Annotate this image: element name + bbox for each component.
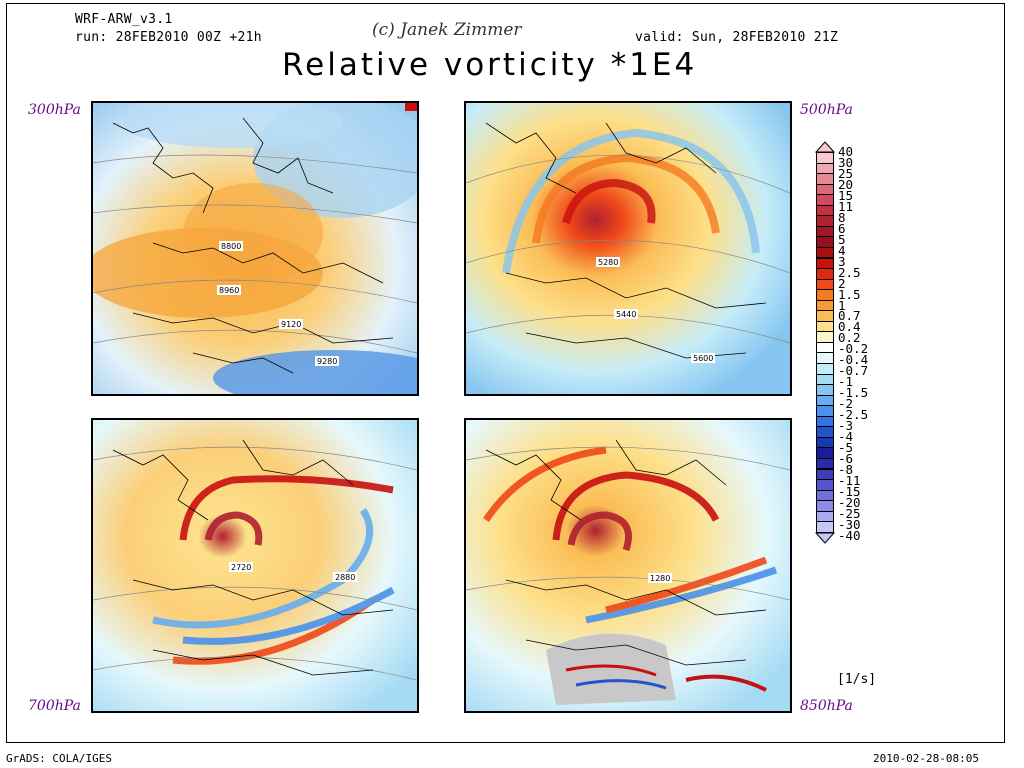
- colorbar-label: 30: [838, 154, 854, 170]
- map-panel-300hpa: 8800 8960 9120 9280: [91, 101, 419, 396]
- valid-time-label: valid: Sun, 28FEB2010 21Z: [635, 30, 839, 45]
- colorbar-label: 40: [838, 144, 854, 159]
- colorbar-label: -25: [838, 505, 861, 521]
- colorbar-label: -20: [838, 494, 861, 510]
- level-label-300: 300hPa: [28, 102, 81, 118]
- colorbar-label: -8: [838, 462, 854, 477]
- contour-label: 8960: [219, 286, 239, 295]
- colorbar-label: -0.7: [838, 363, 869, 379]
- contour-label: 5280: [598, 258, 618, 267]
- colorbar-label: 4: [838, 242, 846, 258]
- colorbar-label: 0.2: [838, 330, 861, 346]
- contour-label: 1280: [650, 574, 670, 583]
- contour-label: 5440: [616, 310, 636, 319]
- colorbar-label: 8: [838, 209, 846, 225]
- map-panel-500hpa: 5280 5440 5600: [464, 101, 792, 396]
- chart-title: Relative vorticity *1E4: [282, 47, 698, 83]
- colorbar-label: -1.5: [838, 385, 869, 401]
- colorbar-label: -11: [838, 472, 861, 488]
- colorbar-label: -1: [838, 374, 854, 390]
- colorbar-label: -6: [838, 451, 854, 467]
- copyright-label: (c) Janek Zimmer: [372, 20, 522, 40]
- map-panel-700hpa: 2720 2880: [91, 418, 419, 713]
- contour-label: 9280: [317, 357, 337, 366]
- colorbar-label: 11: [838, 198, 854, 214]
- colorbar-bottom-arrow: [815, 532, 835, 544]
- footer-right: 2010-02-28-08:05: [873, 752, 979, 765]
- colorbar-label: 3: [838, 253, 846, 269]
- colorbar-label: 25: [838, 165, 854, 181]
- contour-label: 8800: [221, 242, 241, 251]
- colorbar-label: 0.7: [838, 308, 861, 324]
- colorbar-label: 2.5: [838, 264, 861, 280]
- colorbar-label: -40: [838, 527, 861, 543]
- colorbar-label: -2: [838, 396, 854, 412]
- map-panel-850hpa: 1280: [464, 418, 792, 713]
- colorbar-label: -4: [838, 429, 854, 445]
- colorbar-label: -2.5: [838, 407, 869, 423]
- colorbar-label: 20: [838, 176, 854, 192]
- colorbar-label: -0.2: [838, 341, 869, 357]
- contour-label: 2720: [231, 563, 251, 572]
- model-label: WRF-ARW_v3.1: [75, 12, 173, 27]
- colorbar-unit: [1/s]: [837, 672, 877, 687]
- colorbar-label: -5: [838, 440, 854, 456]
- footer-left: GrADS: COLA/IGES: [6, 752, 112, 765]
- colorbar-label: 6: [838, 220, 846, 236]
- level-label-850: 850hPa: [800, 698, 853, 714]
- colorbar-label: 0.4: [838, 319, 861, 335]
- colorbar-label: -15: [838, 483, 861, 499]
- plot-frame: [6, 3, 1005, 743]
- colorbar-label: -3: [838, 418, 854, 434]
- colorbar-label: -0.4: [838, 352, 869, 368]
- colorbar-label: 1: [838, 297, 846, 313]
- colorbar-label: -30: [838, 516, 861, 532]
- colorbar-label: 15: [838, 187, 854, 203]
- run-label: run: 28FEB2010 00Z +21h: [75, 30, 262, 45]
- level-label-700: 700hPa: [28, 698, 81, 714]
- level-label-500: 500hPa: [800, 102, 853, 118]
- colorbar-label: 1.5: [838, 286, 861, 302]
- contour-label: 5600: [693, 354, 713, 363]
- contour-label: 9120: [281, 320, 301, 329]
- contour-label: 2880: [335, 573, 355, 582]
- colorbar-label: 2: [838, 275, 846, 291]
- colorbar-label: 5: [838, 231, 846, 247]
